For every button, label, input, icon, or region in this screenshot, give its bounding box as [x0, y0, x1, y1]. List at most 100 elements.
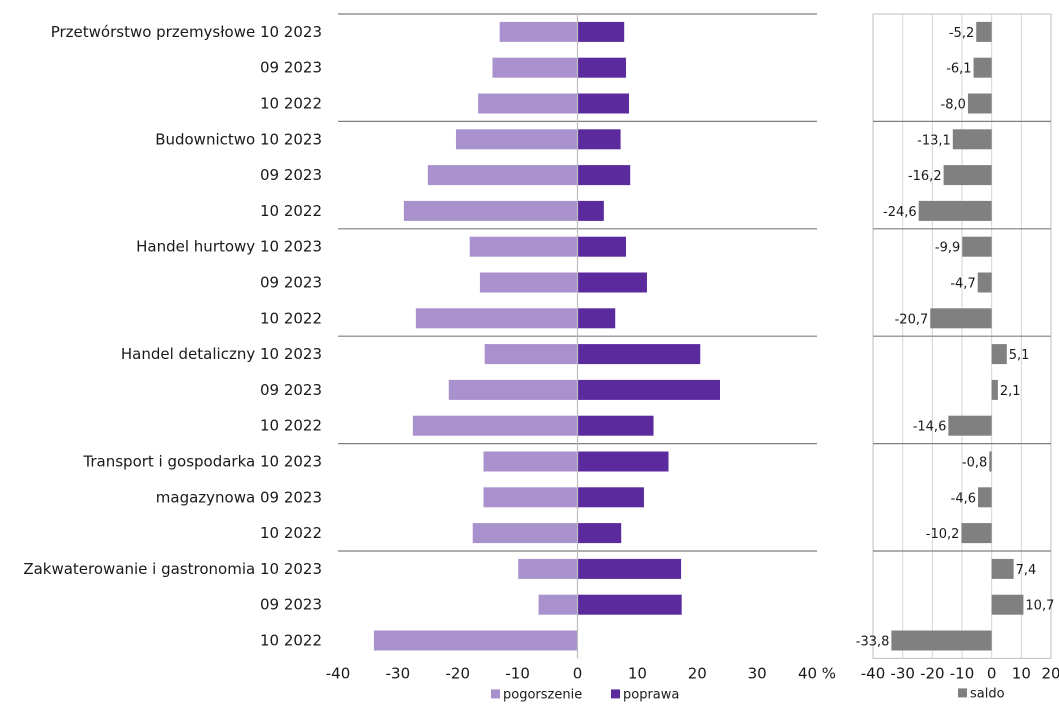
bar-poprawa — [577, 272, 647, 293]
data-label: -6,1 — [946, 62, 971, 77]
bar-saldo — [930, 308, 992, 329]
x-tick-label: -20 — [920, 664, 945, 682]
bar-poprawa — [577, 57, 626, 78]
bar-saldo — [948, 415, 992, 436]
left-bar-chart: Przetwórstwo przemysłowe 10 2023 09 2023 1… — [23, 13, 836, 682]
data-label: 5,1 — [1009, 348, 1030, 363]
bar-poprawa — [577, 379, 721, 400]
row-label: 10 2022 — [260, 524, 322, 542]
legend: pogorszenie poprawa saldo — [491, 686, 1005, 702]
bar-poprawa — [577, 308, 616, 329]
row-label: 09 2023 — [260, 381, 322, 399]
data-label: -4,6 — [951, 491, 976, 506]
row-label: Transport i gospodarka 10 2023 — [82, 453, 322, 471]
legend-swatch-saldo — [958, 688, 967, 698]
data-label: -9,9 — [935, 241, 960, 256]
bar-poprawa — [577, 93, 629, 114]
row-label: Handel hurtowy 10 2023 — [136, 238, 322, 256]
bar-poprawa — [577, 487, 644, 508]
bar-pogorszenie — [499, 21, 578, 42]
legend-label-pogorszenie: pogorszenie — [503, 687, 582, 702]
bar-saldo — [991, 594, 1024, 615]
bar-pogorszenie — [538, 594, 578, 615]
bar-saldo — [977, 272, 992, 293]
data-label: -5,2 — [949, 26, 974, 41]
data-label: -20,7 — [895, 312, 929, 327]
bar-poprawa — [577, 21, 625, 42]
data-label: 10,7 — [1025, 599, 1054, 614]
bar-pogorszenie — [484, 344, 578, 365]
bar-saldo — [962, 236, 992, 257]
data-label: 2,1 — [1000, 384, 1021, 399]
bar-saldo — [961, 523, 992, 544]
data-label: -10,2 — [926, 527, 960, 542]
row-label: Przetwórstwo przemysłowe 10 2023 — [51, 23, 322, 41]
bar-saldo — [952, 129, 992, 150]
bar-poprawa — [577, 200, 604, 221]
data-label: -4,7 — [950, 277, 975, 292]
row-label: 09 2023 — [260, 596, 322, 614]
row-label: magazynowa 09 2023 — [156, 488, 322, 506]
bar-pogorszenie — [478, 93, 578, 114]
bar-poprawa — [577, 344, 701, 365]
bar-saldo — [991, 379, 998, 400]
row-label: 09 2023 — [260, 274, 322, 292]
x-tick-label: 0 — [987, 664, 997, 682]
bar-poprawa — [577, 165, 631, 186]
row-label: 10 2022 — [260, 417, 322, 435]
data-label: -13,1 — [917, 133, 951, 148]
bar-pogorszenie — [472, 523, 578, 544]
row-label: Budownictwo 10 2023 — [155, 130, 322, 148]
bar-pogorszenie — [469, 236, 578, 257]
bar-saldo — [967, 93, 992, 114]
bar-saldo — [891, 630, 992, 651]
row-label: 09 2023 — [260, 166, 322, 184]
bar-pogorszenie — [479, 272, 578, 293]
bar-poprawa — [577, 236, 626, 257]
bar-poprawa — [577, 558, 682, 579]
bar-saldo — [978, 487, 992, 508]
x-tick-label: -40 — [861, 664, 886, 682]
bar-pogorszenie — [403, 200, 578, 221]
x-tick-label: 20 — [1041, 664, 1059, 682]
row-label: 10 2022 — [260, 202, 322, 220]
data-label: -33,8 — [856, 635, 890, 650]
bar-pogorszenie — [518, 558, 578, 579]
bar-poprawa — [577, 129, 621, 150]
data-label: -8,0 — [941, 98, 966, 113]
bar-poprawa — [577, 415, 654, 436]
bar-pogorszenie — [455, 129, 578, 150]
x-tick-label: -40 — [326, 664, 351, 682]
legend-label-saldo: saldo — [970, 686, 1005, 701]
x-tick-label: -20 — [446, 664, 471, 682]
data-label: -0,8 — [962, 456, 987, 471]
x-tick-label: -10 — [505, 664, 530, 682]
bar-pogorszenie — [412, 415, 578, 436]
bar-pogorszenie — [415, 308, 578, 329]
bar-saldo — [918, 200, 992, 221]
data-label: 7,4 — [1016, 563, 1037, 578]
row-label: 10 2022 — [260, 95, 322, 113]
row-label: Handel detaliczny 10 2023 — [121, 345, 322, 363]
bar-saldo — [991, 344, 1007, 365]
bar-pogorszenie — [492, 57, 578, 78]
bar-pogorszenie — [483, 487, 578, 508]
bar-saldo — [943, 165, 992, 186]
legend-swatch-pogorszenie — [491, 689, 500, 699]
bar-pogorszenie — [373, 630, 578, 651]
x-tick-label: 20 — [688, 664, 707, 682]
x-tick-label: -30 — [890, 664, 915, 682]
bar-poprawa — [577, 523, 622, 544]
bar-pogorszenie — [483, 451, 578, 472]
row-label: 09 2023 — [260, 59, 322, 77]
x-tick-label: 40 % — [798, 664, 836, 682]
bar-saldo — [976, 21, 992, 42]
right-saldo-chart: -5,2 -6,1 -8,0 -13,1 -16,2 -24,6 -9,9 -4,7 -20,7… — [856, 13, 1059, 682]
x-tick-label: 30 — [748, 664, 767, 682]
data-label: -16,2 — [908, 169, 942, 184]
bar-saldo — [973, 57, 992, 78]
x-tick-label: 10 — [628, 664, 647, 682]
row-label: Zakwaterowanie i gastronomia 10 2023 — [23, 560, 322, 578]
legend-label-poprawa: poprawa — [623, 687, 679, 702]
x-tick-label: 10 — [1012, 664, 1031, 682]
